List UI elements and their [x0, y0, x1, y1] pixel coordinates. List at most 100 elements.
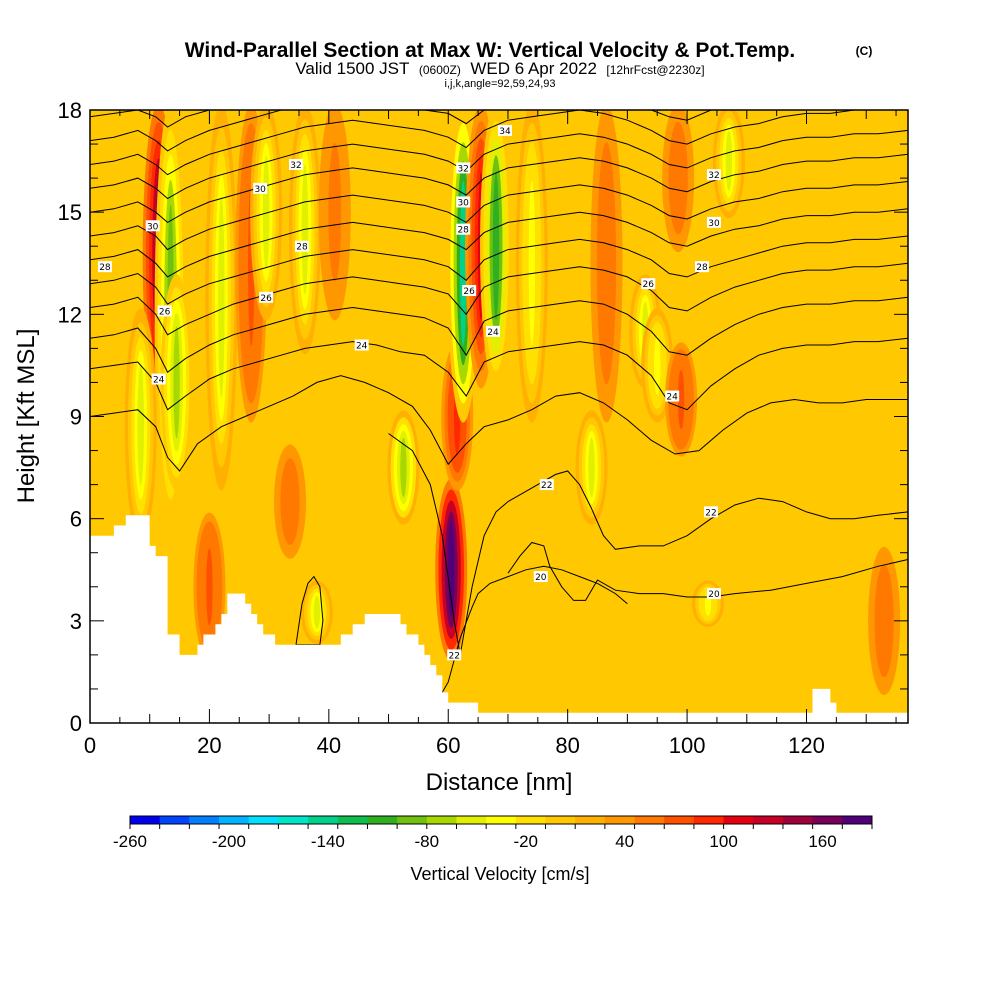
terrain-mask — [90, 515, 908, 723]
contour-label-text: 26 — [463, 287, 475, 297]
y-tick-label: 9 — [70, 405, 82, 430]
x-tick-label: 60 — [436, 733, 460, 758]
colorbar-swatch — [130, 816, 161, 824]
contour-label: 26 — [641, 278, 656, 290]
contour-label-bg — [145, 220, 160, 232]
contour-label-text: 24 — [153, 376, 165, 386]
velocity-band — [492, 172, 500, 321]
contour-label-bg — [539, 479, 554, 491]
contour-label: 28 — [294, 240, 309, 253]
contour-label: 30 — [145, 220, 160, 232]
contour-label-text: 28 — [696, 263, 708, 273]
velocity-feature — [515, 110, 548, 423]
contour-label: 22 — [539, 479, 554, 491]
contour-label: 30 — [706, 216, 721, 229]
contour-label-bg — [497, 124, 512, 136]
contour-label-text: 26 — [643, 280, 655, 290]
velocity-band — [137, 364, 144, 486]
contour-label-bg — [456, 196, 471, 208]
theta-contour-line — [435, 565, 628, 703]
contour-label-bg — [253, 182, 268, 194]
contour-label: 20 — [706, 588, 721, 600]
contour-label: 26 — [157, 305, 172, 317]
colorbar-tick-label: -260 — [113, 832, 147, 851]
velocity-band — [880, 582, 888, 660]
colorbar: -260 -200 -140 -80 -20 40 100 160 — [113, 815, 873, 851]
contour-label-bg — [641, 278, 656, 290]
contour-label-text: 32 — [290, 161, 301, 171]
velocity-band — [588, 437, 595, 498]
colorbar-swatch — [159, 816, 190, 824]
colorbar-swatch — [575, 816, 606, 824]
contour-label-text: 30 — [457, 198, 469, 208]
contour-label: 20 — [533, 571, 548, 583]
contour-label-bg — [665, 390, 680, 402]
contour-label-bg — [157, 305, 172, 317]
forecast-info: [12hrFcst@2230z] — [606, 63, 704, 77]
plot-area: 34 32 32 32 30 30 30 30 28 28 28 28 26 26 26 26 24 24 24 24… — [90, 110, 908, 723]
contour-label-text: 22 — [448, 651, 459, 661]
section-params: i,j,k,angle=92,59,24,93 — [444, 78, 555, 90]
colorbar-swatch — [456, 816, 487, 824]
contour-label-bg — [447, 649, 462, 661]
contour-label-text: 30 — [147, 222, 159, 232]
colorbar-swatch — [219, 816, 250, 824]
colorbar-swatch — [693, 816, 725, 824]
colorbar-swatch — [337, 816, 368, 824]
theta-contour-line — [90, 375, 908, 472]
colorbar-frame — [129, 815, 873, 825]
contour-label-bg — [294, 240, 309, 252]
contour-label-text: 34 — [499, 127, 511, 137]
contour-label-text: 26 — [159, 307, 171, 317]
velocity-feature — [435, 478, 468, 661]
velocity-feature — [387, 410, 420, 525]
colorbar-swatch — [397, 816, 428, 824]
y-tick-label: 3 — [70, 609, 82, 634]
contour-label: 28 — [695, 261, 710, 273]
colorbar-swatch — [426, 816, 457, 824]
colorbar-tick-label: 40 — [615, 832, 634, 851]
velocity-feature — [205, 110, 238, 491]
axes: 0 20 40 60 80 100 120 0 3 6 9 12 15 18 — [58, 98, 908, 758]
colorbar-tick-label: -20 — [513, 832, 538, 851]
colorbar-tick-label: -140 — [311, 832, 345, 851]
theta-contours — [90, 110, 908, 703]
y-axis-label: Height [Kft MSL] — [13, 329, 40, 504]
colorbar-swatch — [812, 816, 843, 824]
contour-label-text: 22 — [705, 508, 716, 518]
contour-label-bg — [533, 571, 548, 583]
contour-label: 30 — [253, 182, 268, 195]
velocity-feature — [250, 110, 283, 321]
colorbar-swatch — [664, 816, 695, 824]
contour-label-text: 30 — [708, 219, 720, 229]
theta-contour-line — [90, 110, 908, 152]
contour-label-text: 24 — [487, 328, 499, 338]
theta-contour-line — [90, 262, 908, 336]
theta-contour-line — [90, 129, 908, 200]
x-tick-label: 20 — [197, 733, 221, 758]
chart-title: Wind-Parallel Section at Max W: Vertical… — [185, 39, 796, 62]
contour-label-bg — [456, 162, 471, 174]
velocity-field — [124, 110, 901, 695]
y-tick-label: 6 — [70, 507, 82, 532]
velocity-feature — [274, 444, 307, 559]
contour-label-text: 28 — [296, 243, 308, 253]
colorbar-swatch — [782, 816, 814, 824]
velocity-band — [206, 548, 213, 626]
contour-label-text: 20 — [708, 590, 720, 600]
contour-label-bg — [695, 261, 710, 273]
theta-contour-line — [90, 235, 908, 305]
velocity-band — [218, 196, 225, 398]
colorbar-swatch — [278, 816, 309, 824]
velocity-feature — [691, 580, 724, 627]
velocity-feature — [575, 410, 608, 525]
velocity-band — [313, 595, 321, 629]
velocity-feature — [160, 274, 193, 491]
velocity-feature — [662, 110, 695, 253]
copyright-mark: (C) — [856, 44, 873, 58]
velocity-band — [448, 522, 455, 618]
contour-label: 24 — [486, 325, 501, 338]
velocity-feature — [124, 308, 157, 542]
contour-label: 24 — [354, 339, 369, 351]
x-axis-label: Distance [nm] — [426, 769, 573, 796]
